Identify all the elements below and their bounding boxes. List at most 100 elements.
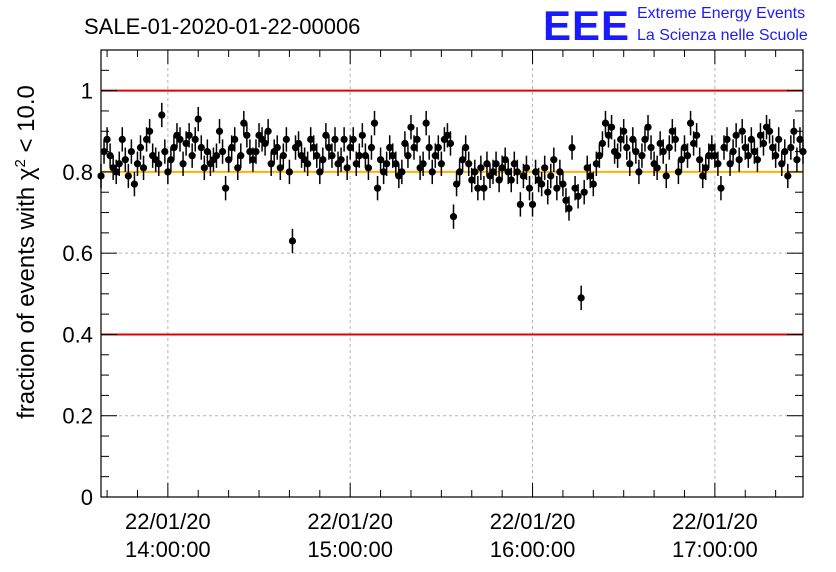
data-point xyxy=(614,152,622,160)
data-point xyxy=(711,152,719,160)
data-point xyxy=(313,152,321,160)
data-point xyxy=(550,156,558,164)
data-point xyxy=(276,164,284,172)
data-point xyxy=(677,156,686,164)
data-point xyxy=(410,143,418,152)
data-point xyxy=(373,184,382,192)
data-point xyxy=(662,172,670,180)
data-point xyxy=(106,152,114,160)
data-point xyxy=(319,156,327,164)
data-point xyxy=(164,168,172,176)
eee-logo: EEE Extreme Energy Events La Scienza nel… xyxy=(543,2,808,49)
data-point xyxy=(422,119,430,127)
data-point xyxy=(179,160,187,168)
data-point xyxy=(127,147,135,156)
data-point xyxy=(702,164,710,172)
data-point xyxy=(784,172,792,180)
data-point xyxy=(307,135,315,143)
data-point xyxy=(449,213,458,221)
data-point xyxy=(225,156,233,164)
data-point xyxy=(525,184,534,192)
data-point xyxy=(285,168,294,176)
data-point xyxy=(586,172,594,180)
data-point xyxy=(346,143,354,152)
data-point xyxy=(519,172,528,180)
data-point xyxy=(686,119,695,127)
data-point xyxy=(392,160,400,168)
data-point xyxy=(553,184,561,192)
data-point xyxy=(501,156,509,164)
y-tick-label: 0 xyxy=(81,485,93,510)
data-point xyxy=(635,168,643,176)
data-point xyxy=(589,180,597,188)
data-point xyxy=(638,152,646,160)
data-point xyxy=(246,147,254,156)
data-point xyxy=(167,156,175,164)
data-point xyxy=(252,147,260,156)
data-point xyxy=(732,131,740,139)
data-point xyxy=(696,156,704,164)
y-tick-label: 0.8 xyxy=(62,160,93,185)
data-point xyxy=(796,135,804,143)
data-point xyxy=(489,168,497,176)
data-point xyxy=(443,131,452,139)
data-point xyxy=(431,152,439,160)
data-point xyxy=(407,123,415,131)
data-point xyxy=(747,135,755,143)
x-tick-time-label: 17:00:00 xyxy=(672,537,758,562)
eee-logo-line2: La Scienza nelle Scuole xyxy=(637,27,808,44)
data-point xyxy=(674,168,683,176)
x-tick-date-label: 22/01/20 xyxy=(490,509,576,534)
data-point xyxy=(699,172,707,180)
data-point xyxy=(337,156,345,164)
data-point xyxy=(617,135,625,143)
data-point xyxy=(495,176,503,184)
data-point xyxy=(462,143,470,152)
data-point xyxy=(571,184,579,192)
data-point xyxy=(714,160,722,168)
data-point xyxy=(507,176,515,184)
data-point xyxy=(376,156,385,164)
data-point xyxy=(121,156,129,164)
data-point xyxy=(756,131,765,139)
data-point xyxy=(294,139,303,148)
data-point xyxy=(218,147,227,156)
data-point xyxy=(136,143,145,152)
chart-title: SALE-01-2020-01-22-00006 xyxy=(84,14,360,39)
data-point xyxy=(328,152,336,160)
data-point xyxy=(231,135,239,143)
data-point xyxy=(565,204,573,213)
data-point xyxy=(580,188,588,196)
data-point xyxy=(787,143,795,152)
data-point xyxy=(158,111,166,119)
data-point xyxy=(237,152,245,160)
data-point xyxy=(386,143,394,152)
data-point xyxy=(331,135,339,143)
data-point xyxy=(656,139,664,148)
data-point xyxy=(322,131,330,139)
data-point xyxy=(717,184,725,192)
data-point xyxy=(191,135,199,143)
data-point xyxy=(769,143,777,152)
data-point xyxy=(370,119,379,127)
data-point xyxy=(352,160,360,168)
data-point xyxy=(541,164,549,172)
data-point xyxy=(504,168,512,176)
data-point xyxy=(759,139,768,148)
data-point xyxy=(264,127,272,135)
data-point xyxy=(380,168,388,176)
y-axis-label-superscript: 2 xyxy=(12,159,29,167)
data-point xyxy=(267,160,275,168)
data-point xyxy=(471,168,479,176)
data-point xyxy=(620,127,628,135)
data-point xyxy=(595,152,603,160)
x-tick-time-label: 15:00:00 xyxy=(307,537,393,562)
data-point xyxy=(130,180,139,188)
data-point xyxy=(340,135,348,143)
data-point xyxy=(142,135,151,143)
y-axis-label: fraction of events with χ2 < 10.0 xyxy=(12,85,40,419)
data-point xyxy=(750,147,758,156)
x-tick-date-label: 22/01/20 xyxy=(672,509,758,534)
data-point xyxy=(389,152,397,160)
data-point xyxy=(492,160,500,168)
